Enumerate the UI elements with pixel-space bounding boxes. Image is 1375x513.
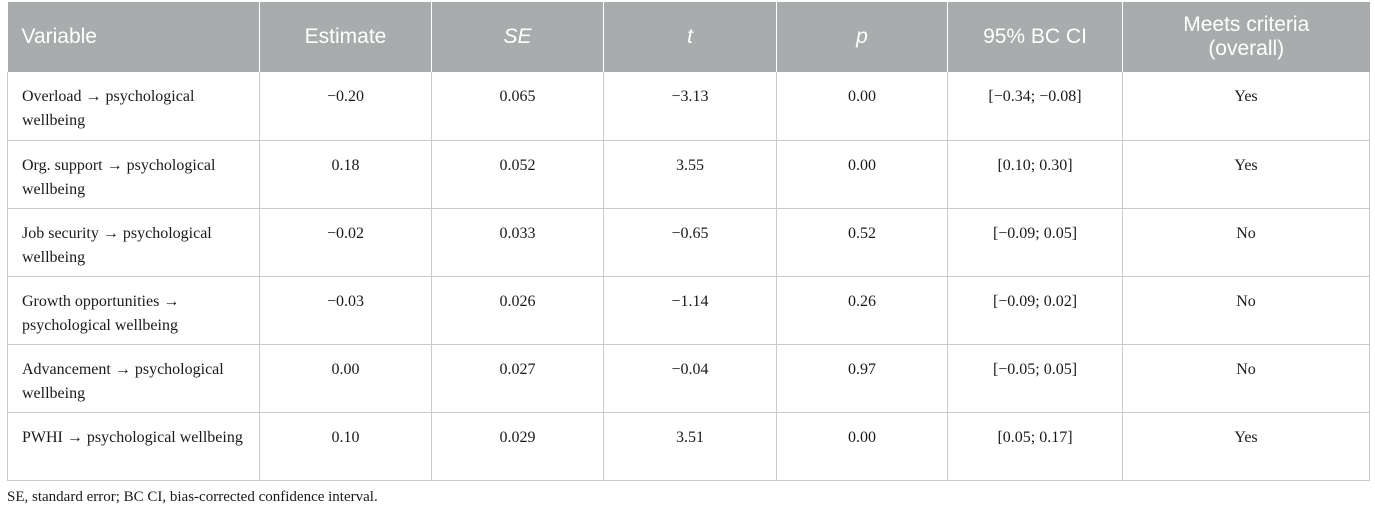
cell-t-value: −3.13: [603, 72, 777, 141]
cell-ci: [−0.09; 0.05]: [947, 208, 1123, 277]
cell-t-value: 3.55: [603, 140, 777, 209]
cell-estimate: −0.03: [259, 276, 432, 345]
cell-p-value: 0.26: [776, 276, 948, 345]
cell-estimate: 0.10: [259, 412, 432, 481]
table-row: Growth opportunities → psychological wel…: [7, 276, 1370, 345]
table-row: PWHI → psychological wellbeing 0.10 0.029 3…: [7, 412, 1370, 481]
cell-ci: [−0.05; 0.05]: [947, 344, 1123, 413]
cell-t-value: 3.51: [603, 412, 777, 481]
cell-estimate: −0.02: [259, 208, 432, 277]
header-t: t: [603, 2, 777, 72]
table-row: Overload → psychological wellbeing −0.20 0…: [7, 72, 1370, 141]
table-row: Org. support → psychological wellbeing 0.…: [7, 140, 1370, 209]
cell-estimate: 0.18: [259, 140, 432, 209]
cell-meets-criteria: No: [1122, 208, 1370, 277]
cell-estimate: −0.20: [259, 72, 432, 141]
cell-variable: Growth opportunities → psychological wel…: [7, 276, 260, 345]
cell-meets-criteria: Yes: [1122, 140, 1370, 209]
header-estimate: Estimate: [259, 2, 432, 72]
cell-p-value: 0.97: [776, 344, 948, 413]
header-se: SE: [431, 2, 604, 72]
cell-p-value: 0.00: [776, 412, 948, 481]
cell-se: 0.029: [431, 412, 604, 481]
table-row: Job security → psychological wellbeing −0…: [7, 208, 1370, 277]
cell-se: 0.033: [431, 208, 604, 277]
cell-se: 0.065: [431, 72, 604, 141]
header-p: p: [776, 2, 948, 72]
table-row: Advancement → psychological wellbeing 0.0…: [7, 344, 1370, 413]
cell-ci: [0.10; 0.30]: [947, 140, 1123, 209]
cell-se: 0.027: [431, 344, 604, 413]
results-table-container: Variable Estimate SE t p 95% BC CI Meets…: [7, 2, 1370, 481]
cell-se: 0.052: [431, 140, 604, 209]
cell-variable: Advancement → psychological wellbeing: [7, 344, 260, 413]
header-variable: Variable: [7, 2, 260, 72]
header-ci: 95% BC CI: [947, 2, 1123, 72]
cell-p-value: 0.00: [776, 72, 948, 141]
cell-estimate: 0.00: [259, 344, 432, 413]
cell-meets-criteria: No: [1122, 344, 1370, 413]
cell-ci: [0.05; 0.17]: [947, 412, 1123, 481]
cell-meets-criteria: Yes: [1122, 72, 1370, 141]
cell-meets-criteria: Yes: [1122, 412, 1370, 481]
cell-t-value: −1.14: [603, 276, 777, 345]
table-header: Variable Estimate SE t p 95% BC CI Meets…: [7, 2, 1370, 72]
cell-t-value: −0.04: [603, 344, 777, 413]
cell-p-value: 0.00: [776, 140, 948, 209]
cell-variable: Overload → psychological wellbeing: [7, 72, 260, 141]
header-meets-criteria: Meets criteria (overall): [1122, 2, 1370, 72]
table-body: Overload → psychological wellbeing −0.20 0…: [7, 72, 1370, 481]
cell-variable: Org. support → psychological wellbeing: [7, 140, 260, 209]
cell-ci: [−0.34; −0.08]: [947, 72, 1123, 141]
cell-p-value: 0.52: [776, 208, 948, 277]
cell-variable: Job security → psychological wellbeing: [7, 208, 260, 277]
table-footnote: SE, standard error; BC CI, bias-correcte…: [7, 489, 378, 505]
results-table: Variable Estimate SE t p 95% BC CI Meets…: [7, 2, 1370, 481]
cell-variable: PWHI → psychological wellbeing: [7, 412, 260, 481]
cell-meets-criteria: No: [1122, 276, 1370, 345]
header-row: Variable Estimate SE t p 95% BC CI Meets…: [7, 2, 1370, 72]
cell-t-value: −0.65: [603, 208, 777, 277]
cell-se: 0.026: [431, 276, 604, 345]
cell-ci: [−0.09; 0.02]: [947, 276, 1123, 345]
